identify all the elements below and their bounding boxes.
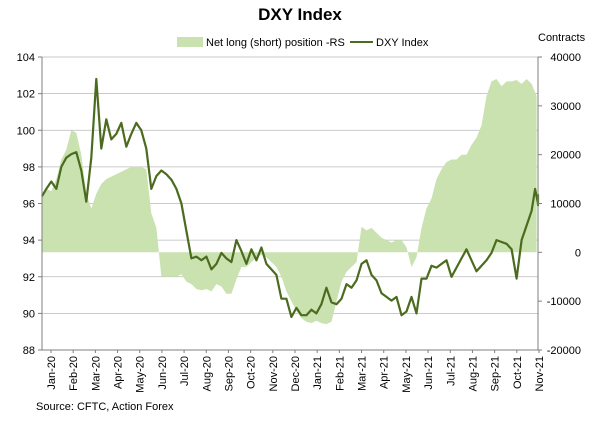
right-tick-label: -10000 (547, 296, 581, 308)
right-tick-label: 40000 (550, 52, 581, 64)
left-tick-label: 100 (17, 125, 35, 137)
right-tick-label: 20000 (550, 150, 581, 162)
x-tick-label: Oct-20 (246, 356, 258, 389)
x-tick-label: Mar-21 (357, 356, 369, 391)
x-tick-label: Aug-20 (201, 356, 213, 391)
x-tick-label: Nov-20 (268, 356, 280, 391)
x-tick-label: Jun-21 (423, 356, 435, 390)
left-tick-label: 96 (23, 199, 35, 211)
source-note: Source: CFTC, Action Forex (36, 401, 174, 413)
x-tick-label: Feb-21 (334, 356, 346, 391)
x-tick-label: Apr-20 (113, 356, 125, 389)
left-tick-label: 90 (23, 308, 35, 320)
x-tick-label: Mar-20 (90, 356, 102, 391)
legend-label-dxy: DXY Index (376, 37, 429, 49)
right-axis-title: Contracts (538, 32, 586, 44)
dxy-line-layer (41, 77, 540, 319)
x-tick-label: Jan-20 (46, 356, 58, 390)
chart-title: DXY Index (258, 5, 342, 24)
legend: Net long (short) position -RS DXY Index (177, 37, 429, 49)
legend-swatch-net-position (177, 37, 203, 47)
left-tick-label: 98 (23, 162, 35, 174)
x-tick-label: Jul-21 (445, 356, 457, 386)
x-tick-label: Jun-20 (157, 356, 169, 390)
right-axis-ticks: -20000 -10000 0 10000 20000 30000 40000 (538, 52, 581, 357)
x-tick-label: Feb-20 (68, 356, 80, 391)
dxy-line (41, 77, 540, 319)
x-tick-label: Jul-20 (179, 356, 191, 386)
right-tick-label: 30000 (550, 101, 581, 113)
left-axis-ticks: 88 90 92 94 96 98 100 102 104 (17, 52, 42, 357)
x-tick-label: Dec-20 (290, 356, 302, 391)
left-tick-label: 92 (23, 272, 35, 284)
left-tick-label: 88 (23, 345, 35, 357)
right-tick-label: 0 (575, 247, 581, 259)
x-axis-ticks: Jan-20 Feb-20 Mar-20 Apr-20 May-20 Jun-20 Jul-… (46, 350, 546, 393)
x-tick-label: May-21 (401, 356, 413, 393)
left-tick-label: 94 (23, 235, 35, 247)
x-tick-label: Sep-20 (223, 356, 235, 391)
x-tick-label: Jan-21 (312, 356, 324, 390)
x-tick-label: May-20 (135, 356, 147, 393)
left-tick-label: 104 (17, 52, 35, 64)
legend-label-net-position: Net long (short) position -RS (206, 37, 345, 49)
right-tick-label: -20000 (547, 345, 581, 357)
x-tick-label: Apr-21 (379, 356, 391, 389)
right-tick-label: 10000 (550, 199, 581, 211)
left-tick-label: 102 (17, 89, 35, 101)
x-tick-label: Oct-21 (512, 356, 524, 389)
net-position-area-layer (42, 79, 537, 325)
x-tick-label: Aug-21 (467, 356, 479, 391)
x-tick-label: Nov-21 (534, 356, 546, 391)
net-position-area (42, 79, 537, 325)
x-tick-label: Sep-21 (490, 356, 502, 391)
